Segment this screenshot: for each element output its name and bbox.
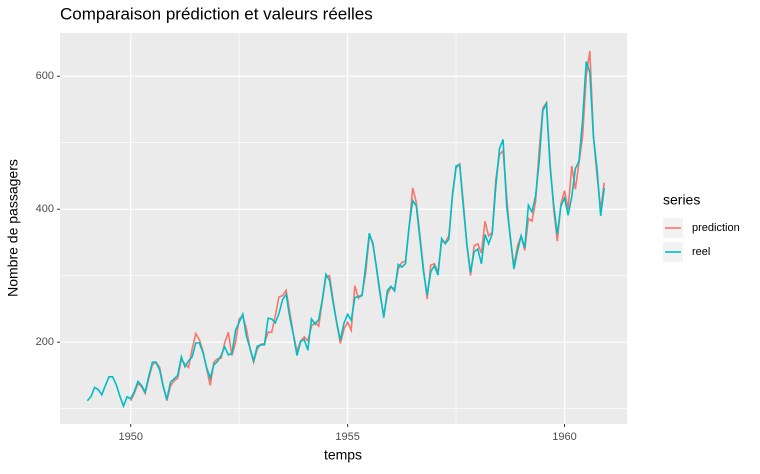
- lines: [86, 50, 606, 409]
- panel: [60, 33, 627, 424]
- x-tick-label: 1950: [118, 431, 142, 443]
- chart-title: Comparaison prédiction et valeurs réelle…: [60, 4, 373, 23]
- y-tick-label: 400: [36, 203, 54, 215]
- y-axis-title: Nombre de passagers: [5, 159, 21, 297]
- x-tick-label: 1960: [552, 431, 576, 443]
- x-tick-label: 1955: [335, 431, 359, 443]
- x-axis-title: temps: [324, 447, 362, 463]
- y-tick-label: 600: [36, 70, 54, 82]
- series-line: [86, 61, 606, 409]
- legend-title: series: [663, 192, 700, 208]
- legend-label: prediction: [692, 222, 740, 234]
- legend-label: reel: [692, 246, 710, 258]
- grid: [60, 33, 627, 424]
- legend: prediction reel: [663, 218, 740, 262]
- y-tick-label: 200: [36, 336, 54, 348]
